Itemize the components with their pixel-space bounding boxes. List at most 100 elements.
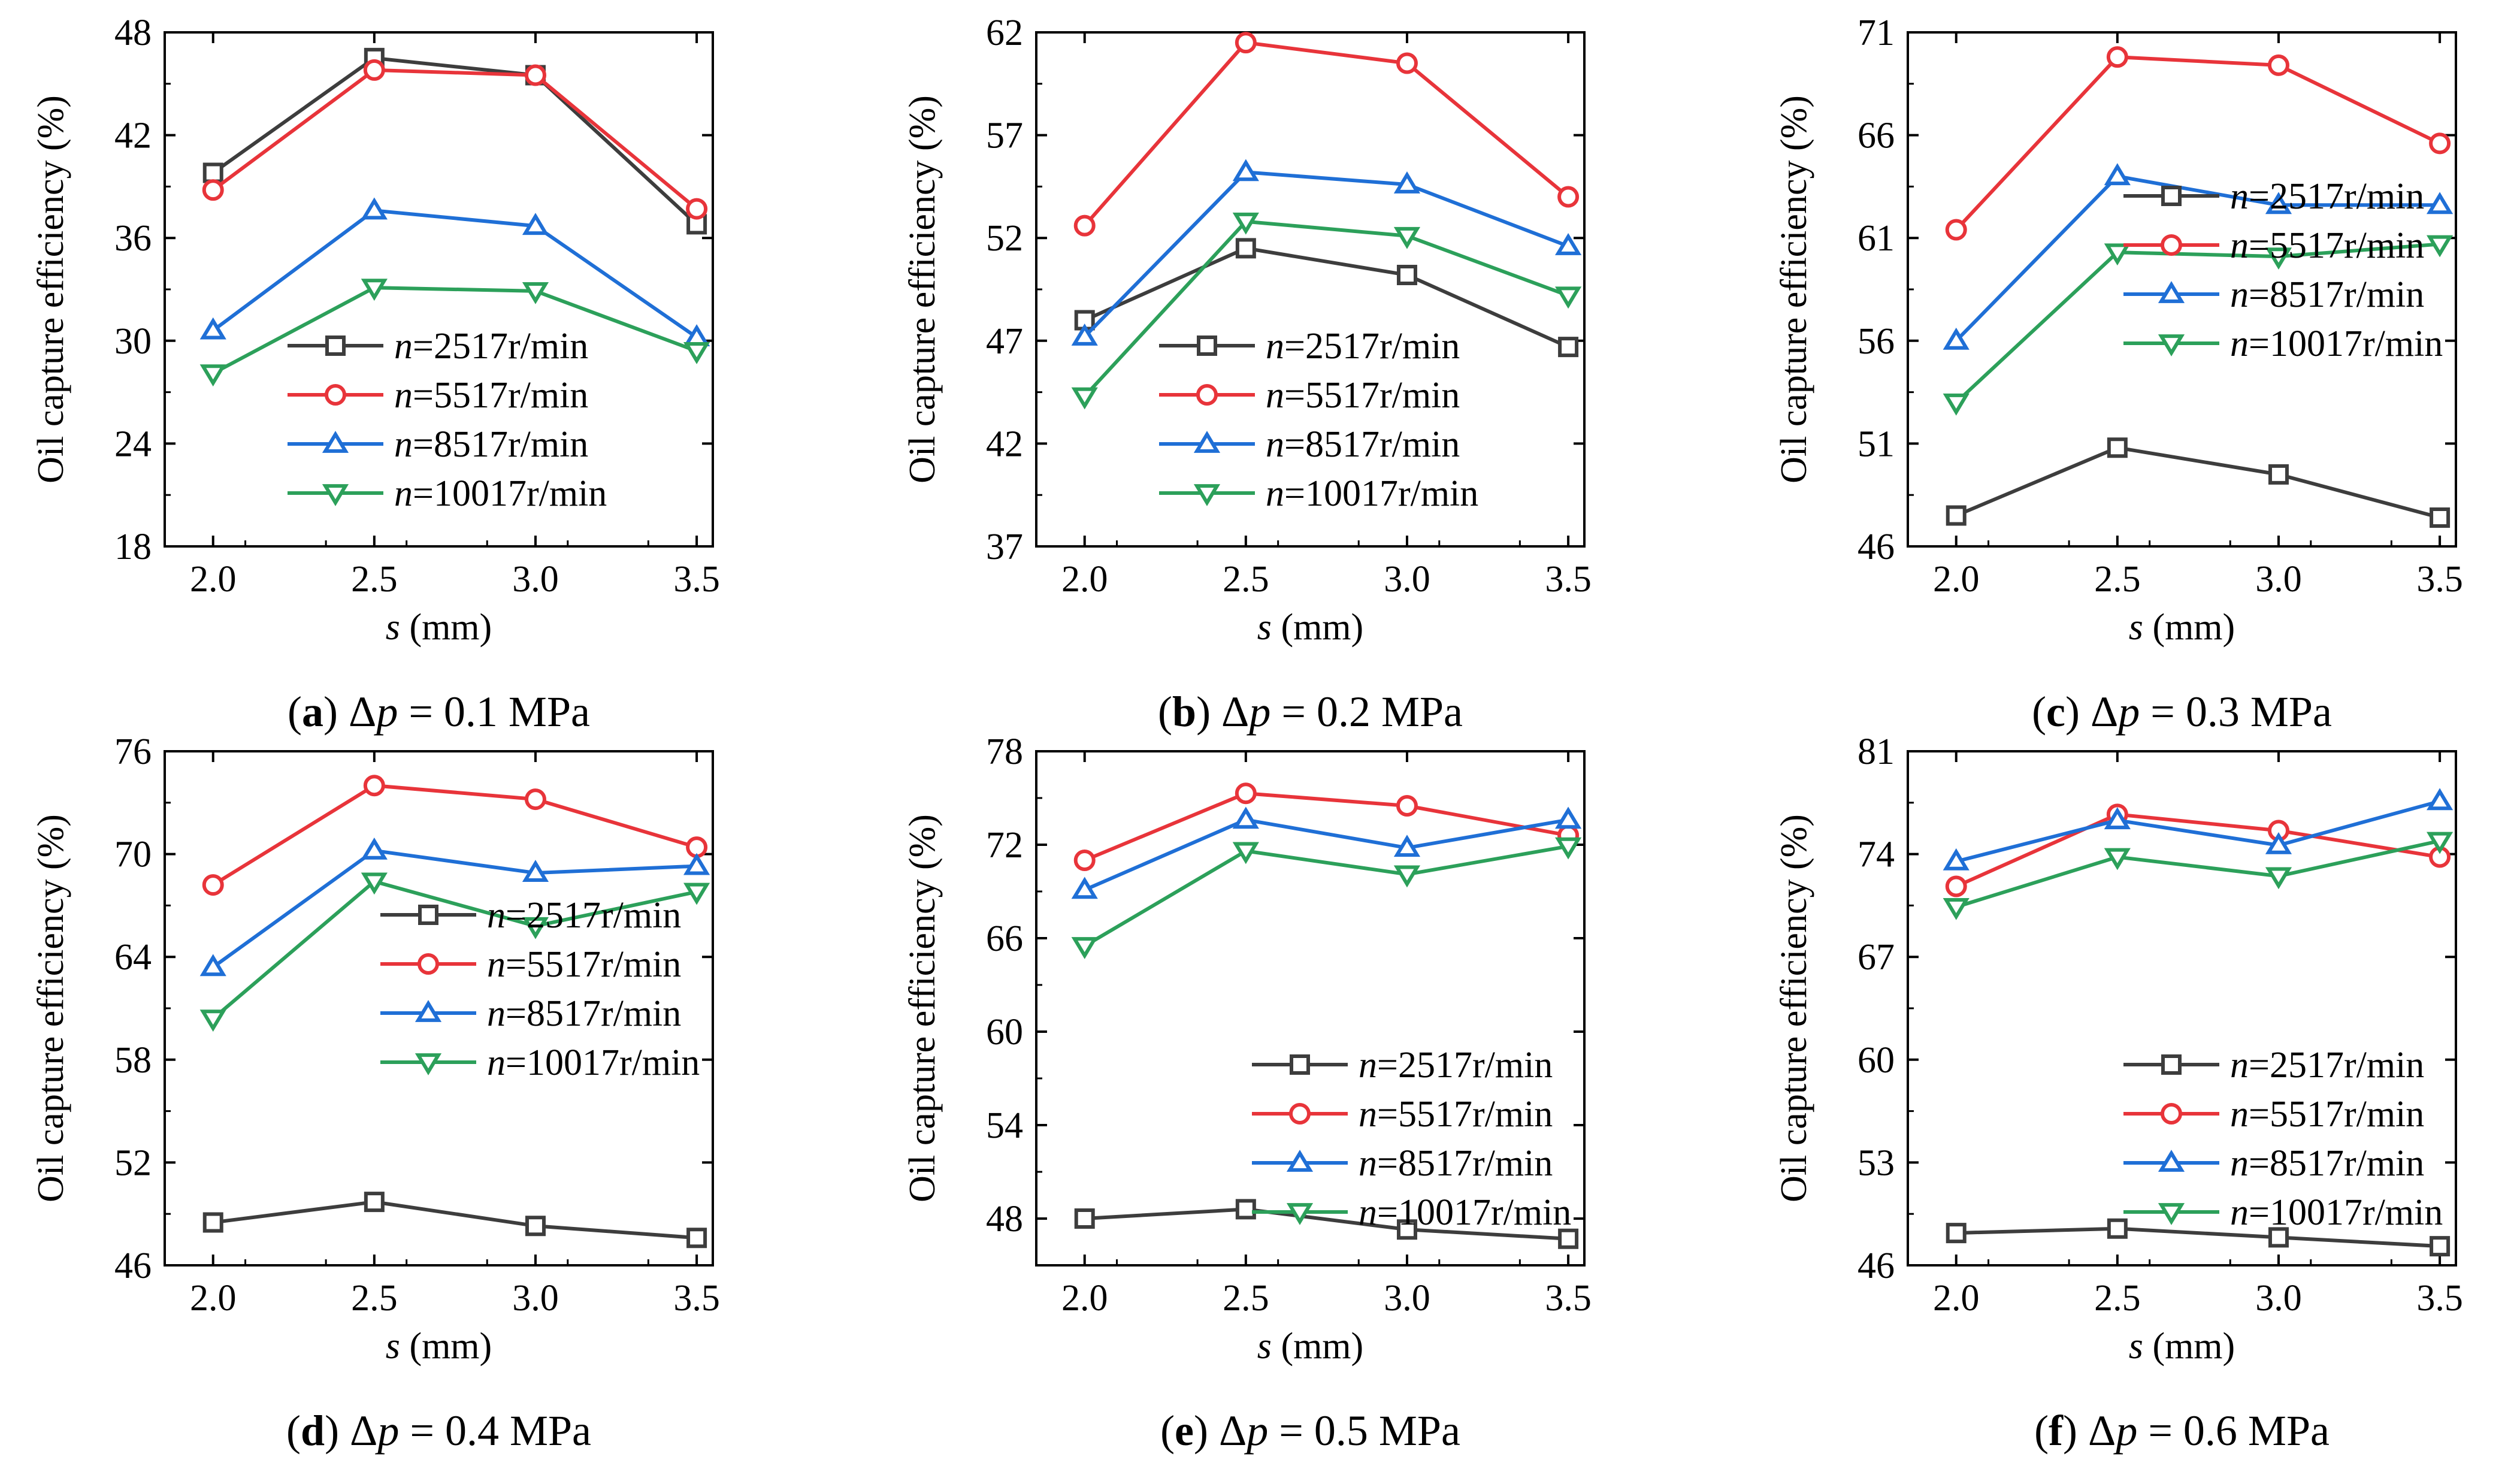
x-axis-label: s (mm): [2129, 1326, 2235, 1367]
series-line-n5517: [1955, 55, 2441, 231]
legend-marker-n8517: [1193, 431, 1221, 453]
y-tick-label: 36: [114, 218, 152, 259]
legend-label-value: =5517r/min: [506, 944, 681, 985]
legend-label-n2517: n=2517r/min: [2230, 176, 2424, 217]
data-point-n2517: [202, 1212, 223, 1233]
x-tick-label: 3.0: [2255, 1278, 2302, 1319]
data-point-n8517: [2426, 788, 2454, 811]
legend-label-n10017: n=10017r/min: [2230, 324, 2443, 364]
legend-marker-n5517: [418, 953, 439, 975]
legend-marker-n5517: [2161, 1103, 2182, 1125]
legend-label-value: =8517r/min: [1284, 424, 1460, 465]
caption-letter: b: [1172, 688, 1196, 736]
y-tick-label: 51: [1858, 424, 1895, 464]
y-tick-label: 47: [986, 321, 1023, 362]
legend-label-value: =10017r/min: [2249, 1192, 2443, 1233]
legend-marker-n2517: [2161, 1054, 2182, 1075]
legend-label-prefix: n: [1266, 473, 1284, 514]
x-tick-label: 3.0: [512, 1278, 559, 1319]
y-axis-label: Oil capture efficiency (%): [902, 814, 943, 1202]
x-tick-label: 3.0: [2255, 559, 2302, 600]
caption-value: = 0.5 MPa: [1268, 1407, 1460, 1455]
legend-label-value: =5517r/min: [2249, 225, 2424, 266]
x-axis-label: s (mm): [1257, 607, 1363, 648]
y-tick-label: 30: [114, 321, 152, 362]
data-point-n2517: [202, 162, 223, 183]
data-point-n10017: [2426, 235, 2454, 258]
legend: n=2517r/minn=5517r/minn=8517r/minn=10017…: [1252, 1045, 1571, 1233]
legend-marker-n10017: [2158, 334, 2185, 356]
legend-label-n8517: n=8517r/min: [2230, 1143, 2424, 1184]
data-point-n2517: [686, 1228, 707, 1249]
y-axis-label: Oil capture efficiency (%): [31, 814, 71, 1202]
y-tick-label: 48: [114, 13, 152, 53]
data-point-n10017: [361, 279, 388, 301]
caption-open-paren: (: [2034, 1407, 2049, 1455]
data-point-n8517: [199, 317, 226, 340]
data-point-n10017: [683, 342, 710, 364]
data-point-n8517: [1943, 327, 1970, 350]
y-tick-label: 60: [986, 1012, 1023, 1053]
caption-value: = 0.6 MPa: [2137, 1407, 2330, 1455]
legend-label-prefix: n: [394, 326, 413, 367]
series-line-n8517: [1083, 170, 1569, 338]
legend-label-value: =8517r/min: [2249, 274, 2424, 315]
legend-label-prefix: n: [1266, 326, 1284, 367]
legend-label-value: =5517r/min: [1284, 375, 1460, 416]
legend-label-value: =10017r/min: [413, 473, 607, 514]
y-tick-label: 24: [114, 424, 152, 464]
series-line-n10017: [1955, 242, 2440, 404]
series-line-n2517: [1956, 1226, 2440, 1249]
panel-caption: (d) Δp = 0.4 MPa: [286, 1407, 591, 1455]
data-point-n8517: [1232, 806, 1259, 829]
data-point-n2517: [364, 1192, 385, 1213]
x-axis-label-var: s: [1257, 607, 1272, 648]
plot-frame: [1907, 750, 2457, 1267]
x-axis-label-var: s: [386, 1326, 400, 1367]
y-tick-label: 57: [986, 116, 1023, 156]
legend-label-value: =2517r/min: [1284, 326, 1460, 367]
caption-open-paren: (: [286, 1407, 301, 1455]
data-point-n8517: [361, 197, 388, 220]
y-tick-label: 42: [114, 116, 152, 156]
caption-close-paren: ) Δ: [323, 688, 376, 736]
legend-label-prefix: n: [2230, 176, 2249, 217]
caption-letter: d: [301, 1407, 325, 1455]
legend-label-n2517: n=2517r/min: [487, 895, 681, 936]
x-axis-label-unit: (mm): [2143, 607, 2235, 648]
legend-label-prefix: n: [487, 1042, 506, 1083]
legend-marker-n8517: [2158, 1150, 2185, 1172]
y-tick-label: 48: [986, 1199, 1023, 1240]
legend-label-n10017: n=10017r/min: [394, 473, 607, 514]
data-point-n8517: [2104, 807, 2131, 830]
legend-marker-n8517: [415, 1000, 442, 1022]
data-point-n10017: [1393, 226, 1421, 249]
legend-label-prefix: n: [2230, 274, 2249, 315]
legend-label-value: =5517r/min: [413, 375, 588, 416]
y-tick-label: 70: [114, 835, 152, 875]
caption-value: = 0.4 MPa: [399, 1407, 591, 1455]
y-tick-label: 67: [1858, 937, 1895, 978]
y-tick-label: 66: [1858, 116, 1895, 156]
legend-label-value: =10017r/min: [506, 1042, 700, 1083]
panel-f: 2.0 2.5 3.0 3.5 46 53 60 67 74 81 s (mm) Oil captur…: [1774, 732, 2463, 1455]
legend-marker-n8517: [322, 431, 349, 453]
data-point-n8517: [1554, 232, 1582, 255]
data-point-n5517: [1396, 52, 1418, 74]
legend-label-prefix: n: [1359, 1143, 1377, 1184]
legend-label-value: =8517r/min: [1377, 1143, 1553, 1184]
caption-letter: e: [1175, 1407, 1194, 1455]
x-tick-label: 3.5: [673, 559, 720, 600]
y-axis-label: Oil capture efficiency (%): [902, 95, 943, 483]
x-axis-label-var: s: [2129, 1326, 2143, 1367]
series-line-n5517: [211, 68, 698, 210]
legend-label-n5517: n=5517r/min: [487, 944, 681, 985]
x-tick-label: 2.5: [351, 1278, 398, 1319]
data-point-n8517: [2265, 192, 2292, 214]
series-line-n8517: [211, 208, 698, 339]
series-line-n8517: [211, 848, 697, 969]
series-line-n8517: [1955, 174, 2440, 342]
series-line-n10017: [1083, 219, 1569, 398]
legend-label-n2517: n=2517r/min: [1266, 326, 1460, 367]
legend-label-value: =8517r/min: [506, 993, 681, 1034]
